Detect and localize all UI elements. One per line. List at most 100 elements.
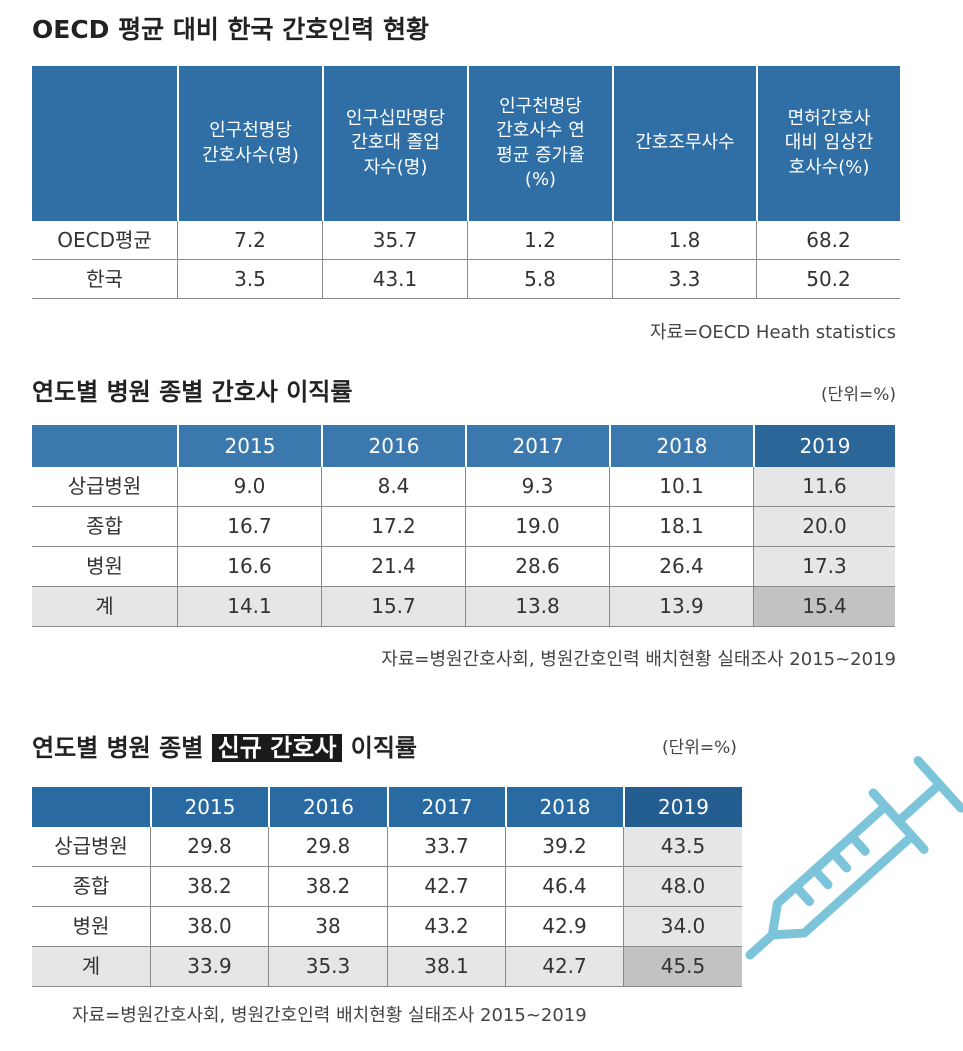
header-text: 간호사수(명) [202,144,299,166]
table-cell: 28.6 [465,547,609,587]
table-cell: 15.4 [753,587,895,627]
table-cell: 13.8 [465,587,609,627]
syringe-illustration [745,756,963,960]
table-cell: 48.0 [623,867,742,907]
header-text: 2019 [658,794,709,819]
header-cell: 인구십만명당 간호대 졸업 자수(명) [322,66,467,221]
header-cell: 2015 [177,425,321,467]
header-cell: 인구천명당 간호사수 연 평균 증가율 (%) [467,66,612,221]
table-cell: 38.1 [387,947,505,987]
table-cell: 50.2 [756,260,900,299]
table-cell: 1.8 [612,221,756,260]
header-cell: 간호조무사수 [612,66,756,221]
table-cell: 17.2 [321,507,465,547]
row-label: OECD평균 [32,221,177,260]
table-cell: 5.8 [467,260,612,299]
header-cell: 2019 [753,425,895,467]
header-text: 간호대 졸업 [351,132,440,154]
table2-source: 자료=병원간호사회, 병원간호인력 배치현황 실태조사 2015~2019 [381,649,896,670]
header-corner [32,66,177,221]
header-text: 2019 [799,433,851,458]
row-label: 종합 [32,867,150,907]
table-cell: 42.7 [387,867,505,907]
header-cell: 2017 [387,787,505,827]
title-part: 연도별 병원 종별 [32,734,204,762]
header-text: 인구천명당 [209,120,292,142]
table-cell: 38.2 [268,867,387,907]
header-text: 2016 [368,433,420,458]
table-cell: 38 [268,907,387,947]
header-text: 대비 임상간 [784,132,874,154]
table-cell: 35.7 [322,221,467,260]
table-cell: 13.9 [609,587,753,627]
row-label: 계 [32,587,177,627]
table-cell: 42.9 [505,907,623,947]
table-cell: 11.6 [753,467,895,507]
table-cell: 21.4 [321,547,465,587]
table-cell: 19.0 [465,507,609,547]
table-cell: 38.0 [150,907,268,947]
table-cell: 29.8 [268,827,387,867]
table-cell: 16.6 [177,547,321,587]
header-corner [32,425,177,467]
header-corner [32,787,150,827]
row-label: 병원 [32,907,150,947]
table-cell: 3.3 [612,260,756,299]
table-cell: 9.3 [465,467,609,507]
row-label: 계 [32,947,150,987]
table-cell: 20.0 [753,507,895,547]
table-cell: 33.7 [387,827,505,867]
row-label: 종합 [32,507,177,547]
header-cell: 2018 [609,425,753,467]
table-cell: 26.4 [609,547,753,587]
header-text: 2018 [539,794,591,819]
header-cell: 2019 [623,787,742,827]
table-cell: 35.3 [268,947,387,987]
table-cell: 43.2 [387,907,505,947]
table1-title: OECD 평균 대비 한국 간호인력 현황 [32,15,429,44]
header-text: 2018 [656,433,708,458]
table-cell: 43.5 [623,827,742,867]
header-text: 2015 [184,794,236,819]
table-cell: 33.9 [150,947,268,987]
table-cell: 15.7 [321,587,465,627]
table2-title: 연도별 병원 종별 간호사 이직률 [32,378,353,406]
table-cell: 42.7 [505,947,623,987]
header-text: 2017 [421,794,473,819]
header-cell: 2016 [321,425,465,467]
table-cell: 45.5 [623,947,742,987]
header-text: 간호조무사수 [635,132,735,154]
header-cell: 2016 [268,787,387,827]
table-cell: 9.0 [177,467,321,507]
table2-unit: (단위=%) [821,385,896,405]
header-text: 간호사수 연 [496,120,585,142]
table-cell: 43.1 [322,260,467,299]
table-cell: 38.2 [150,867,268,907]
table-cell: 39.2 [505,827,623,867]
header-cell: 2017 [465,425,609,467]
table-cell: 18.1 [609,507,753,547]
table-cell: 29.8 [150,827,268,867]
table-cell: 14.1 [177,587,321,627]
row-label: 병원 [32,547,177,587]
table1-source: 자료=OECD Heath statistics [650,322,896,343]
header-text: 2016 [303,794,354,819]
title-highlight: 신규 간호사 [211,734,343,762]
header-cell: 인구천명당 간호사수(명) [177,66,322,221]
table3-source: 자료=병원간호사회, 병원간호인력 배치현황 실태조사 2015~2019 [72,1005,587,1026]
row-label: 상급병원 [32,827,150,867]
header-cell: 면허간호사 대비 임상간 호사수(%) [756,66,900,221]
table-cell: 16.7 [177,507,321,547]
table3-title: 연도별 병원 종별 신규 간호사 이직률 [32,728,417,763]
header-text: 2015 [224,433,276,458]
table-cell: 17.3 [753,547,895,587]
header-text: 자수(명) [363,156,428,178]
table-cell: 3.5 [177,260,322,299]
title-part: 이직률 [350,734,418,762]
header-text: 평균 증가율 [496,144,585,166]
header-text: 호사수(%) [788,156,870,178]
header-text: 면허간호사 [787,108,871,130]
table-cell: 8.4 [321,467,465,507]
table-cell: 7.2 [177,221,322,260]
